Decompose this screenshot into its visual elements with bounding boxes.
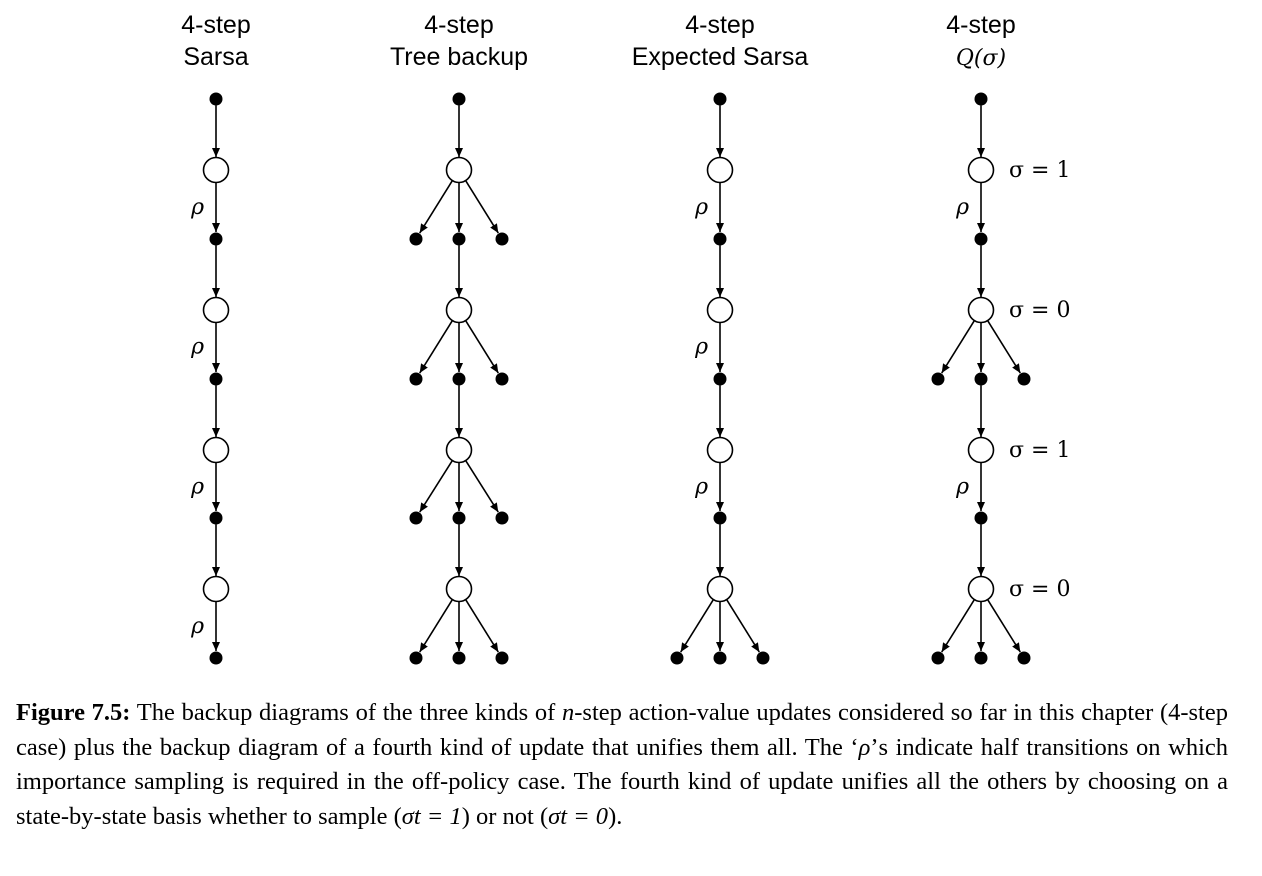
col1-action-node-2 (209, 372, 223, 386)
col3-rho-label-3: ρ (694, 474, 708, 499)
col3-action-node-1 (713, 232, 727, 246)
caption-text-3: ’s indicate half transitions on which im… (16, 733, 1228, 830)
col4-action-node-4 (974, 651, 988, 665)
col4-arrow-branch-left-4 (941, 599, 976, 653)
col4-action-node-1 (974, 232, 988, 246)
col3-root-action-node (713, 92, 727, 106)
col4-state-node-2 (967, 296, 995, 324)
col4-state-node-1 (967, 156, 995, 184)
col4-sigma-label-1: σ = 1 (1009, 158, 1070, 183)
col1-state-node-3 (202, 436, 230, 464)
col3-state-node-4 (706, 575, 734, 603)
caption-rho: ρ (858, 733, 871, 761)
col2-action-node-right-2 (495, 372, 509, 386)
col1-state-node-4 (202, 575, 230, 603)
col3-arrow-branch-right-4 (725, 599, 760, 653)
col1-action-node-4 (209, 651, 223, 665)
col1-rho-label-4: ρ (190, 614, 204, 639)
col4-title-line1: 4-step (946, 11, 1015, 39)
col2-action-node-left-1 (409, 232, 423, 246)
caption-text-5: ). (608, 802, 623, 830)
col1-action-node-3 (209, 511, 223, 525)
col3-action-node-left-4 (670, 651, 684, 665)
col2-arrow-branch-right-2 (464, 320, 499, 374)
col1-rho-label-1: ρ (190, 195, 204, 220)
caption-nosample-expr: σt = 0 (548, 802, 609, 830)
backup-diagrams-figure: 4-step Sarsa ρ ρ ρ ρ 4-step Tree backup 4-step Ex… (181, 11, 1070, 665)
col3-state-node-1 (706, 156, 734, 184)
col1-state-node-1 (202, 156, 230, 184)
col1-root-action-node (209, 92, 223, 106)
col4-title-line2: Q(σ) (956, 46, 1006, 71)
col4-action-node-right-4 (1017, 651, 1031, 665)
col4-rho-label-1: ρ (955, 195, 969, 220)
col4-action-node-3 (974, 511, 988, 525)
col2-action-node-4 (452, 651, 466, 665)
col2-title-line1: 4-step (424, 11, 493, 39)
col2-arrow-branch-right-1 (464, 180, 499, 234)
col4-rho-label-3: ρ (955, 474, 969, 499)
col3-state-node-2 (706, 296, 734, 324)
col4-action-node-2 (974, 372, 988, 386)
col1-action-node-1 (209, 232, 223, 246)
col2-action-node-right-1 (495, 232, 509, 246)
col2-arrow-branch-left-3 (419, 460, 453, 513)
col2-action-node-1 (452, 232, 466, 246)
col2-action-node-left-3 (409, 511, 423, 525)
col2-state-node-3 (445, 436, 473, 464)
col2-state-node-2 (445, 296, 473, 324)
col4-action-node-left-2 (931, 372, 945, 386)
col4-root-action-node (974, 92, 988, 106)
col2-state-node-1 (445, 156, 473, 184)
figure-caption: Figure 7.5: The backup diagrams of the t… (16, 696, 1228, 834)
col4-arrow-branch-right-2 (986, 320, 1021, 374)
caption-text-1: The backup diagrams of the three kinds o… (130, 699, 562, 726)
col3-state-node-3 (706, 436, 734, 464)
col3-action-node-2 (713, 372, 727, 386)
col2-state-node-4 (445, 575, 473, 603)
caption-n: n (562, 699, 575, 726)
col4-state-node-4 (967, 575, 995, 603)
col2-arrow-branch-left-1 (419, 180, 454, 234)
col1-rho-label-3: ρ (190, 474, 204, 499)
col2-title-line2: Tree backup (390, 43, 528, 71)
col3-rho-label-2: ρ (694, 335, 708, 360)
col2-action-node-2 (452, 372, 466, 386)
col1-rho-label-2: ρ (190, 335, 204, 360)
col4-action-node-left-4 (931, 651, 945, 665)
col2-action-node-3 (452, 511, 466, 525)
col2-action-node-right-4 (495, 651, 509, 665)
col1-title-line2: Sarsa (183, 43, 248, 71)
caption-sample-expr: σt = 1 (401, 802, 462, 830)
col3-title-line2: Expected Sarsa (632, 43, 809, 71)
col1-title-line1: 4-step (181, 11, 250, 39)
caption-text-4: ) or not ( (461, 802, 549, 830)
col2-arrow-branch-left-4 (419, 599, 454, 653)
col4-state-node-3 (967, 436, 995, 464)
caption-text-2: -step action-value updates considered so… (16, 699, 1228, 761)
col4-sigma-label-4: σ = 0 (1009, 577, 1070, 602)
col2-root-action-node (452, 92, 466, 106)
col1-state-node-2 (202, 296, 230, 324)
col4-arrow-branch-right-4 (986, 599, 1021, 653)
col3-arrow-branch-left-4 (680, 599, 715, 653)
caption-label: Figure 7.5: (16, 699, 131, 726)
col4-sigma-label-2: σ = 0 (1009, 298, 1070, 323)
col3-title-line1: 4-step (685, 11, 754, 39)
col3-action-node-4 (713, 651, 727, 665)
col2-arrow-branch-left-2 (419, 320, 454, 374)
col2-arrow-branch-right-3 (465, 460, 499, 513)
col3-rho-label-1: ρ (694, 195, 708, 220)
col2-action-node-left-4 (409, 651, 423, 665)
col2-action-node-left-2 (409, 372, 423, 386)
col4-arrow-branch-left-2 (941, 320, 976, 374)
col2-action-node-right-3 (495, 511, 509, 525)
col4-action-node-right-2 (1017, 372, 1031, 386)
col3-action-node-3 (713, 511, 727, 525)
col4-sigma-label-3: σ = 1 (1009, 438, 1070, 463)
col2-arrow-branch-right-4 (464, 599, 499, 653)
diagram-layer: 4-step Sarsa ρ ρ ρ ρ 4-step Tree backup 4-step Ex… (181, 11, 1070, 665)
col3-action-node-right-4 (756, 651, 770, 665)
